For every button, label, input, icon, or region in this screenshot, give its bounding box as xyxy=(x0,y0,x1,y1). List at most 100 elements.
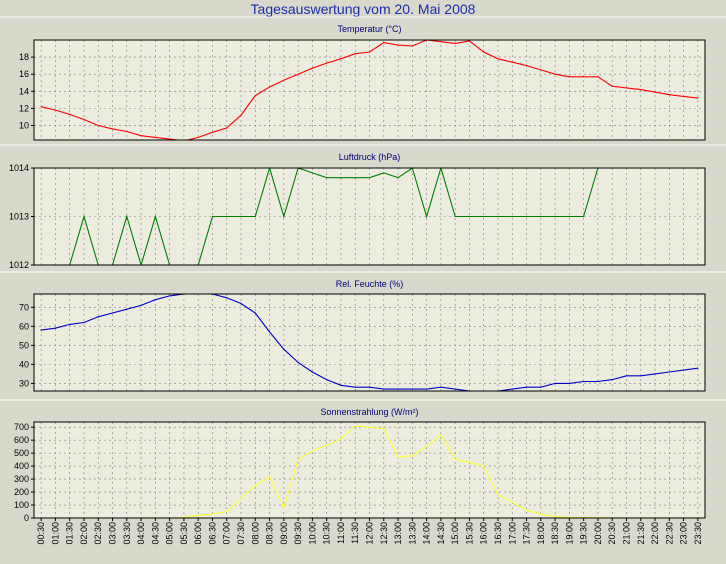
pressure-title: Luftdruck (hPa) xyxy=(339,152,401,162)
data-point xyxy=(169,138,171,140)
data-point xyxy=(311,172,313,174)
x-tick-label: 04:00 xyxy=(136,522,146,545)
data-point xyxy=(283,79,285,81)
data-point xyxy=(426,388,428,390)
y-tick-label: 40 xyxy=(19,359,29,369)
data-point xyxy=(297,73,299,75)
data-point xyxy=(525,386,528,388)
y-tick-label: 700 xyxy=(14,422,29,432)
x-tick-label: 19:00 xyxy=(564,522,574,545)
y-tick-label: 1014 xyxy=(9,163,29,173)
data-point xyxy=(69,323,71,325)
data-point xyxy=(440,41,442,43)
x-tick-label: 08:30 xyxy=(265,522,275,545)
data-point xyxy=(568,76,571,78)
x-tick-label: 20:30 xyxy=(607,522,617,545)
y-tick-label: 10 xyxy=(19,120,29,130)
x-tick-label: 22:00 xyxy=(650,522,660,545)
data-point xyxy=(368,177,371,179)
x-tick-label: 07:30 xyxy=(236,522,246,545)
data-point xyxy=(311,371,313,373)
data-point xyxy=(40,106,42,108)
x-tick-label: 10:00 xyxy=(307,522,317,545)
x-tick-label: 17:00 xyxy=(507,522,517,545)
data-point xyxy=(440,386,442,388)
data-point xyxy=(397,456,399,458)
data-point xyxy=(511,215,513,218)
data-point xyxy=(511,501,513,503)
x-tick-label: 05:30 xyxy=(179,522,189,545)
data-point xyxy=(140,135,142,137)
data-point xyxy=(226,127,228,129)
data-point xyxy=(340,438,342,440)
y-tick-label: 200 xyxy=(14,487,29,497)
humidity-panel: Rel. Feuchte (%) 30 40 50 60 70 xyxy=(0,271,726,392)
y-tick-label: 400 xyxy=(14,461,29,471)
data-point xyxy=(254,95,256,97)
data-point xyxy=(340,177,342,179)
x-tick-label: 18:00 xyxy=(536,522,546,545)
x-tick-label: 15:00 xyxy=(450,522,460,545)
data-point xyxy=(97,124,99,127)
x-tick-label: 06:00 xyxy=(193,522,203,545)
x-tick-label: 09:00 xyxy=(279,522,289,545)
y-tick-label: 60 xyxy=(19,321,29,331)
plot-border xyxy=(33,293,706,392)
data-point xyxy=(540,215,542,218)
data-point xyxy=(454,42,456,45)
x-tick-label: 02:30 xyxy=(93,522,103,545)
data-point xyxy=(411,45,413,47)
x-tick-label: 11:00 xyxy=(336,522,346,544)
data-point xyxy=(511,388,513,390)
data-point xyxy=(297,459,299,461)
data-point xyxy=(525,509,528,511)
data-point xyxy=(311,67,313,69)
data-point xyxy=(240,114,242,116)
x-tick-label: 01:30 xyxy=(65,522,75,545)
data-point xyxy=(354,425,356,427)
data-point xyxy=(440,434,442,436)
data-point xyxy=(283,215,285,218)
y-tick-label: 14 xyxy=(19,86,29,96)
y-tick-label: 0 xyxy=(24,513,29,523)
data-point xyxy=(154,299,156,301)
x-tick-label: 13:30 xyxy=(407,522,417,545)
data-point xyxy=(368,426,371,428)
data-point xyxy=(83,118,85,121)
data-point xyxy=(583,215,585,218)
data-point xyxy=(154,215,156,218)
data-point xyxy=(297,361,299,364)
data-point xyxy=(540,513,542,515)
pressure-panel: Luftdruck (hPa) 1012 1013 1014 xyxy=(0,144,726,270)
plot-border xyxy=(33,39,706,141)
x-tick-label: 03:30 xyxy=(122,522,132,545)
x-tick-label: 21:00 xyxy=(621,522,631,545)
x-tick-label: 17:30 xyxy=(522,522,532,545)
data-point xyxy=(568,382,571,384)
data-point xyxy=(211,513,214,515)
temperature-panel: Temperatur (°C) 10 12 14 16 18 xyxy=(0,16,726,141)
data-point xyxy=(597,76,599,78)
data-point xyxy=(454,215,456,218)
data-point xyxy=(397,388,399,390)
radiation-title: Sonnenstrahlung (W/m²) xyxy=(320,407,418,417)
data-point xyxy=(269,475,271,478)
data-point xyxy=(568,215,571,218)
x-tick-label: 16:30 xyxy=(493,522,503,545)
data-point xyxy=(197,514,199,517)
x-tick-label: 05:00 xyxy=(165,522,175,545)
y-tick-label: 300 xyxy=(14,474,29,484)
y-tick-label: 12 xyxy=(19,103,29,113)
data-point xyxy=(525,215,528,218)
data-point xyxy=(554,73,556,75)
data-point xyxy=(468,461,470,463)
y-tick-label: 18 xyxy=(19,52,29,62)
x-tick-label: 13:00 xyxy=(393,522,403,545)
x-tick-label: 12:30 xyxy=(379,522,389,545)
x-tick-label: 12:00 xyxy=(365,522,375,545)
data-point xyxy=(583,380,585,383)
data-point xyxy=(326,444,328,446)
data-point xyxy=(326,62,328,64)
y-tick-label: 16 xyxy=(19,69,29,79)
